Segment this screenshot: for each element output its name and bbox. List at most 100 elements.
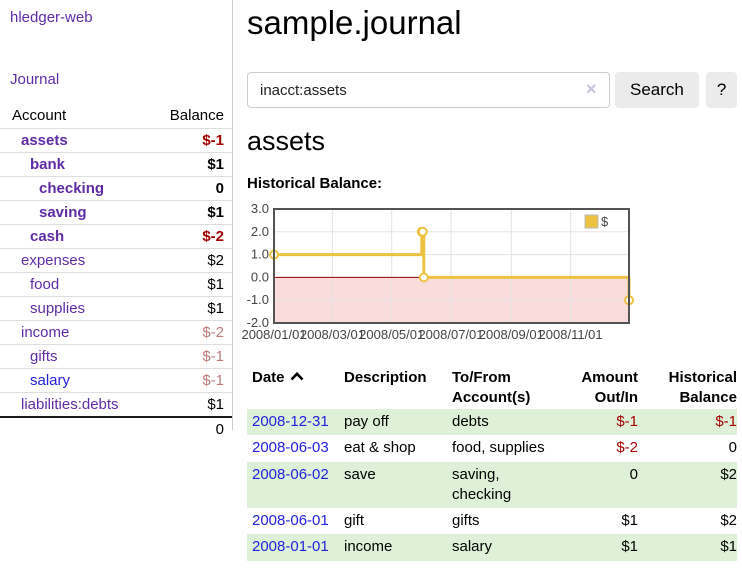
table-row: 2008-06-03 eat & shop food, supplies $-2 0 xyxy=(247,435,737,461)
svg-text:2008/11/01: 2008/11/01 xyxy=(539,327,603,342)
column-header-amount: Amount Out/In xyxy=(581,369,638,406)
chart-title: Historical Balance: xyxy=(247,175,383,192)
svg-text:$: $ xyxy=(601,214,609,229)
register-table: Date Description To/From Account(s) Amou… xyxy=(247,365,737,561)
account-heading: assets xyxy=(247,126,326,156)
date-link[interactable]: 2008-01-01 xyxy=(252,538,329,556)
amount-cell: $1 xyxy=(621,538,638,556)
account-balance: $1 xyxy=(207,300,224,317)
date-cell: 2008-06-03 xyxy=(247,435,344,461)
description-cell: eat & shop xyxy=(344,439,416,457)
account-row: bank $1 xyxy=(0,152,232,176)
main-content: sample.journal × Search ? assets Histori… xyxy=(241,0,739,561)
account-link[interactable]: liabilities:debts xyxy=(21,396,119,413)
sidebar: hledger-web Journal Account Balance asse… xyxy=(0,0,233,438)
chevron-up-icon[interactable] xyxy=(290,371,304,381)
date-cell: 2008-06-01 xyxy=(247,508,344,534)
svg-text:-1.0: -1.0 xyxy=(247,292,269,307)
account-column-header: Account xyxy=(12,107,67,124)
table-row: 2008-01-01 income salary $1 $1 xyxy=(247,534,737,561)
sidebar-item-journal[interactable]: Journal xyxy=(10,71,60,88)
account-balance: $1 xyxy=(207,276,224,293)
svg-text:1.0: 1.0 xyxy=(251,247,269,262)
svg-text:2008/05/01: 2008/05/01 xyxy=(359,327,424,342)
account-link[interactable]: gifts xyxy=(30,348,58,365)
account-link[interactable]: bank xyxy=(30,156,66,173)
account-link[interactable]: food xyxy=(30,276,60,293)
account-row: expenses $2 xyxy=(0,248,232,272)
account-balance: $-2 xyxy=(202,228,224,245)
account-row: cash $-2 xyxy=(0,224,232,248)
svg-text:2008/01/01: 2008/01/01 xyxy=(241,327,306,342)
register-table-body: 2008-12-31 pay off debts $-1 $-1 2008-06-03 ea… xyxy=(247,409,737,561)
date-cell: 2008-01-01 xyxy=(247,534,344,560)
description-cell: gift xyxy=(344,512,365,529)
accounts-cell: salary xyxy=(452,538,493,556)
column-header-date[interactable]: Date xyxy=(247,365,344,409)
svg-text:2008/07/01: 2008/07/01 xyxy=(418,327,483,342)
column-header-balance: Historical Balance xyxy=(668,369,737,406)
description-cell: income xyxy=(344,538,393,556)
column-header-description: Description xyxy=(344,369,427,386)
account-row: liabilities:debts $1 xyxy=(0,392,232,416)
account-balance: $-1 xyxy=(202,132,224,149)
svg-text:2008/03/01: 2008/03/01 xyxy=(300,327,365,342)
table-row: 2008-12-31 pay off debts $-1 $-1 xyxy=(247,409,737,436)
svg-text:3.0: 3.0 xyxy=(251,201,269,216)
amount-cell: 0 xyxy=(629,465,638,483)
accounts-table: Account Balance assets $-1 bank $1 checking 0… xyxy=(0,103,232,440)
account-balance: $-2 xyxy=(202,324,224,341)
account-balance: $1 xyxy=(207,396,224,413)
account-balance: $-1 xyxy=(202,348,224,365)
clear-search-icon[interactable]: × xyxy=(586,79,597,99)
accounts-cell: gifts xyxy=(452,512,480,529)
date-link[interactable]: 2008-06-01 xyxy=(252,512,329,529)
app-brand-link[interactable]: hledger-web xyxy=(10,9,93,26)
svg-text:-2.0: -2.0 xyxy=(247,315,269,330)
balance-cell: $1 xyxy=(720,538,737,556)
search-input[interactable] xyxy=(247,72,610,108)
account-row: income $-2 xyxy=(0,320,232,344)
accounts-total: 0 xyxy=(0,416,232,440)
svg-text:2.0: 2.0 xyxy=(251,224,269,239)
account-balance: 0 xyxy=(215,180,224,197)
account-row: checking 0 xyxy=(0,176,232,200)
search-form: × Search ? xyxy=(247,72,739,108)
account-link[interactable]: expenses xyxy=(21,252,86,269)
date-link[interactable]: 2008-06-02 xyxy=(252,465,329,483)
account-row: gifts $-1 xyxy=(0,344,232,368)
search-button[interactable]: Search xyxy=(615,72,699,108)
table-row: 2008-06-02 save saving, checking 0 $2 xyxy=(247,461,737,509)
description-cell: save xyxy=(344,465,376,483)
amount-cell: $-2 xyxy=(616,439,638,457)
svg-text:0.0: 0.0 xyxy=(251,269,269,284)
date-link[interactable]: 2008-06-03 xyxy=(252,439,329,457)
account-link[interactable]: cash xyxy=(30,228,65,245)
account-link[interactable]: checking xyxy=(39,180,105,197)
account-link[interactable]: supplies xyxy=(30,300,86,317)
accounts-cell: saving, checking xyxy=(452,465,512,503)
account-link[interactable]: assets xyxy=(21,132,68,149)
account-row: food $1 xyxy=(0,272,232,296)
account-link[interactable]: income xyxy=(21,324,70,341)
accounts-table-header: Account Balance xyxy=(0,103,232,128)
page-title: sample.journal xyxy=(247,4,462,41)
balance-cell: $2 xyxy=(720,465,737,483)
account-link[interactable]: salary xyxy=(30,372,71,389)
balance-column-header: Balance xyxy=(169,107,224,124)
balance-cell: $-1 xyxy=(715,413,737,430)
help-button[interactable]: ? xyxy=(705,72,738,108)
accounts-table-body: assets $-1 bank $1 checking 0 saving $1 cash $-2 e… xyxy=(0,128,232,416)
balance-cell: $2 xyxy=(720,512,737,529)
account-link[interactable]: saving xyxy=(39,204,87,221)
accounts-cell: debts xyxy=(452,413,489,430)
date-link[interactable]: 2008-12-31 xyxy=(252,413,329,430)
date-cell: 2008-06-02 xyxy=(247,462,344,509)
account-balance: $2 xyxy=(207,252,224,269)
balance-cell: 0 xyxy=(728,439,737,457)
amount-cell: $1 xyxy=(621,512,638,529)
historical-balance-chart: $3.0 2.0 1.0 0.0 -1.0 -2.02008/01/012008/03/0… xyxy=(241,201,634,342)
register-header-row: Date Description To/From Account(s) Amou… xyxy=(247,365,737,409)
date-cell: 2008-12-31 xyxy=(247,409,344,435)
account-row: salary $-1 xyxy=(0,368,232,392)
